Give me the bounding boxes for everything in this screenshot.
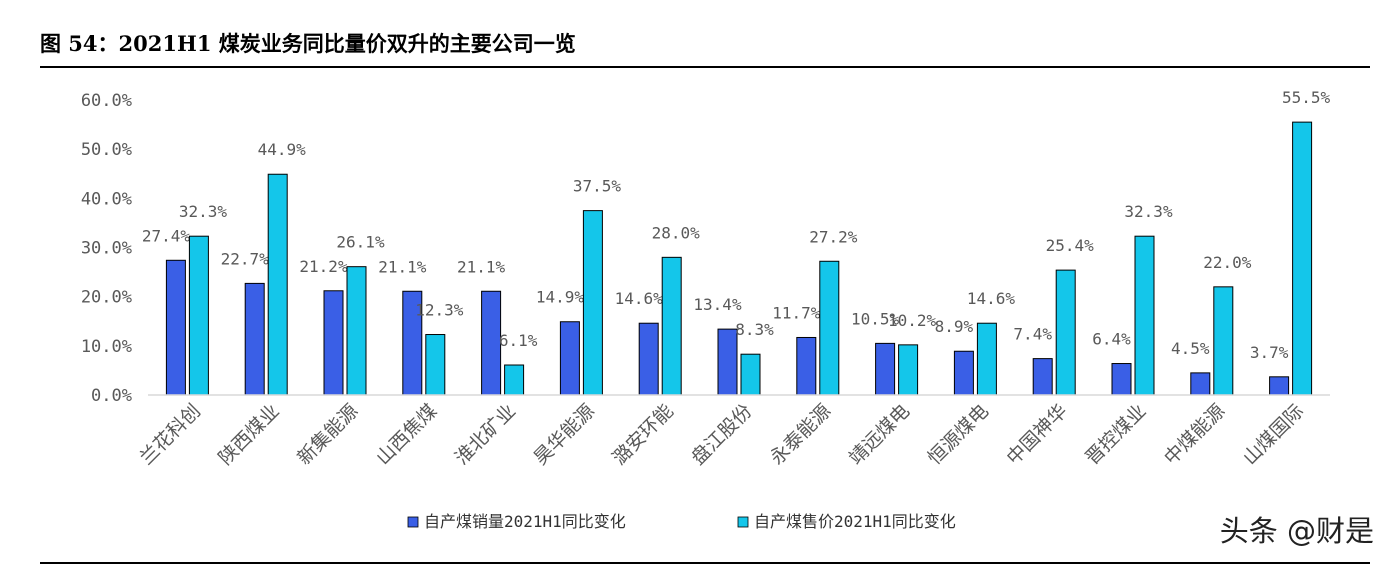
bar [740,353,761,396]
bar [244,282,265,396]
data-label: 6.1% [499,331,538,350]
bar [661,256,682,396]
data-label: 27.4% [142,226,191,245]
bar [898,344,919,396]
data-label: 4.5% [1171,339,1210,358]
data-label: 14.9% [536,288,585,307]
data-label: 28.0% [652,223,701,242]
bar [875,342,896,396]
data-label: 14.6% [967,289,1016,308]
legend-swatch [737,516,749,528]
data-label: 21.2% [299,257,348,276]
bar [1269,376,1290,396]
data-label: 13.4% [693,295,742,314]
bar [1111,363,1132,396]
data-label: 32.3% [1124,202,1173,221]
data-label: 6.4% [1092,330,1131,349]
bar [796,336,817,396]
bar [559,321,580,396]
legend-label: 自产煤售价2021H1同比变化 [754,512,956,531]
category-label: 山煤国际 [1239,400,1308,469]
y-tick-label: 0.0% [91,386,132,406]
bar [165,259,186,396]
bar [819,260,840,396]
data-label: 22.0% [1203,253,1252,272]
data-label: 44.9% [258,140,307,159]
bar [425,334,446,396]
data-label: 25.4% [1046,236,1095,255]
data-label: 21.1% [378,257,427,276]
category-label: 山西焦煤 [372,400,441,469]
bar [1134,235,1155,396]
bottom-rule [40,562,1370,564]
category-label: 新集能源 [293,400,362,469]
y-tick-label: 20.0% [81,288,132,308]
bar [638,322,659,396]
y-tick-label: 10.0% [81,337,132,357]
category-label: 潞安环能 [608,400,677,469]
data-label: 8.3% [735,320,774,339]
category-label: 兰花科创 [136,400,205,469]
figure-title: 图 54：2021H1 煤炭业务同比量价双升的主要公司一览 [40,31,576,56]
data-label: 8.9% [935,317,974,336]
y-tick-label: 60.0% [81,91,132,111]
bar [1055,269,1076,396]
watermark: 头条 @财是 [1219,514,1374,548]
category-label: 晋控煤业 [1081,400,1150,469]
bar [582,210,603,396]
bar [1032,358,1053,396]
data-label: 26.1% [336,233,385,252]
data-label: 27.2% [809,227,858,246]
bar [717,328,738,396]
category-label: 靖远煤电 [845,400,914,469]
category-label: 陕西煤业 [214,400,283,469]
data-label: 55.5% [1282,88,1331,107]
data-label: 37.5% [573,177,622,196]
legend-swatch [407,516,419,528]
data-label: 10.2% [888,311,937,330]
y-tick-label: 40.0% [81,189,132,209]
data-label: 12.3% [415,301,464,320]
category-label: 昊华能源 [530,400,599,469]
y-tick-label: 30.0% [81,239,132,259]
category-label: 中煤能源 [1160,400,1229,469]
bar [1190,372,1211,396]
bar [504,364,525,396]
y-tick-label: 50.0% [81,140,132,160]
data-label: 7.4% [1013,325,1052,344]
data-label: 3.7% [1250,343,1289,362]
bar [481,290,502,396]
data-label: 22.7% [221,249,270,268]
data-label: 11.7% [772,303,821,322]
category-label: 恒源煤电 [924,400,993,469]
legend-label: 自产煤销量2021H1同比变化 [424,512,626,531]
data-label: 14.6% [615,289,664,308]
data-label: 10.5% [851,309,900,328]
category-label: 盘江股份 [687,400,756,469]
category-label: 中国神华 [1002,400,1071,469]
bar [346,266,367,396]
bar [953,350,974,396]
bar [1292,121,1313,396]
top-rule [40,66,1370,68]
category-label: 永泰能源 [766,400,835,469]
bar [267,173,288,396]
category-label: 淮北矿业 [451,400,520,469]
bar [188,235,209,396]
bar [1213,286,1234,396]
data-label: 32.3% [179,202,228,221]
bar [323,290,344,396]
bar [976,322,997,396]
data-label: 21.1% [457,257,506,276]
